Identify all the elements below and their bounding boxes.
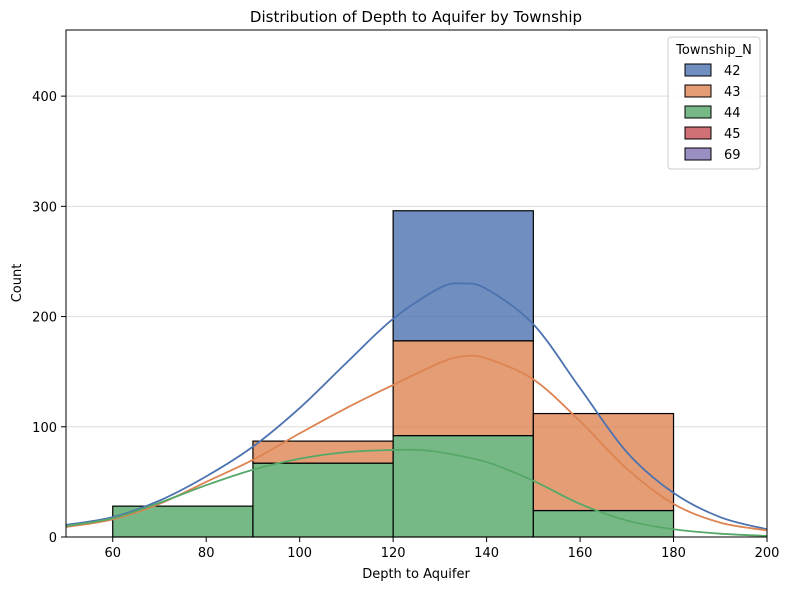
bar-43-bin-1 bbox=[252, 440, 394, 464]
chart-title: Distribution of Depth to Aquifer by Town… bbox=[250, 8, 582, 26]
x-tick-label: 140 bbox=[474, 546, 499, 561]
plot-frame bbox=[65, 29, 768, 538]
legend-swatch-45 bbox=[684, 126, 712, 140]
bar-43-bin-2 bbox=[392, 340, 534, 437]
bar-43-bin-3 bbox=[532, 412, 675, 512]
y-tick-label: 300 bbox=[32, 200, 57, 215]
legend-swatch-43 bbox=[684, 84, 712, 98]
bar-44-bin-3 bbox=[532, 509, 675, 538]
x-tick-label: 160 bbox=[568, 546, 593, 561]
legend-swatch-44 bbox=[684, 105, 712, 119]
legend-label-42: 42 bbox=[724, 64, 741, 79]
histogram-bars bbox=[112, 210, 675, 538]
x-tick-label: 120 bbox=[381, 546, 406, 561]
kde-line-44 bbox=[65, 448, 768, 537]
y-tick-label: 200 bbox=[32, 311, 57, 326]
y-axis-label: Count bbox=[10, 264, 25, 303]
x-tick-label: 80 bbox=[198, 546, 215, 561]
x-tick-label: 60 bbox=[104, 546, 121, 561]
x-tick-label: 180 bbox=[661, 546, 686, 561]
bar-44-bin-1 bbox=[252, 462, 394, 538]
y-tick-label: 400 bbox=[32, 90, 57, 105]
axes: 60 80 100 120 140 160 180 200 0 100 200 300 400 bbox=[32, 29, 780, 561]
y-tick-label: 100 bbox=[32, 421, 57, 436]
x-tick-label: 100 bbox=[287, 546, 312, 561]
kde-line-42 bbox=[65, 282, 768, 531]
legend-label-43: 43 bbox=[724, 85, 741, 100]
legend-title: Township_N bbox=[675, 43, 752, 58]
x-tick-label: 200 bbox=[755, 546, 780, 561]
legend-label-45: 45 bbox=[724, 127, 741, 142]
legend-label-44: 44 bbox=[724, 106, 741, 121]
y-tick-label: 0 bbox=[49, 531, 57, 546]
legend-swatch-42 bbox=[684, 63, 712, 77]
kde-curves bbox=[65, 282, 768, 537]
bar-42-bin-2 bbox=[392, 210, 534, 342]
x-axis-label: Depth to Aquifer bbox=[362, 567, 470, 582]
kde-line-43 bbox=[65, 354, 768, 532]
legend-label-69: 69 bbox=[724, 148, 741, 163]
legend: Township_N 42 43 44 45 69 bbox=[667, 36, 761, 170]
legend-swatch-69 bbox=[684, 147, 712, 161]
bar-44-bin-2 bbox=[392, 435, 534, 538]
